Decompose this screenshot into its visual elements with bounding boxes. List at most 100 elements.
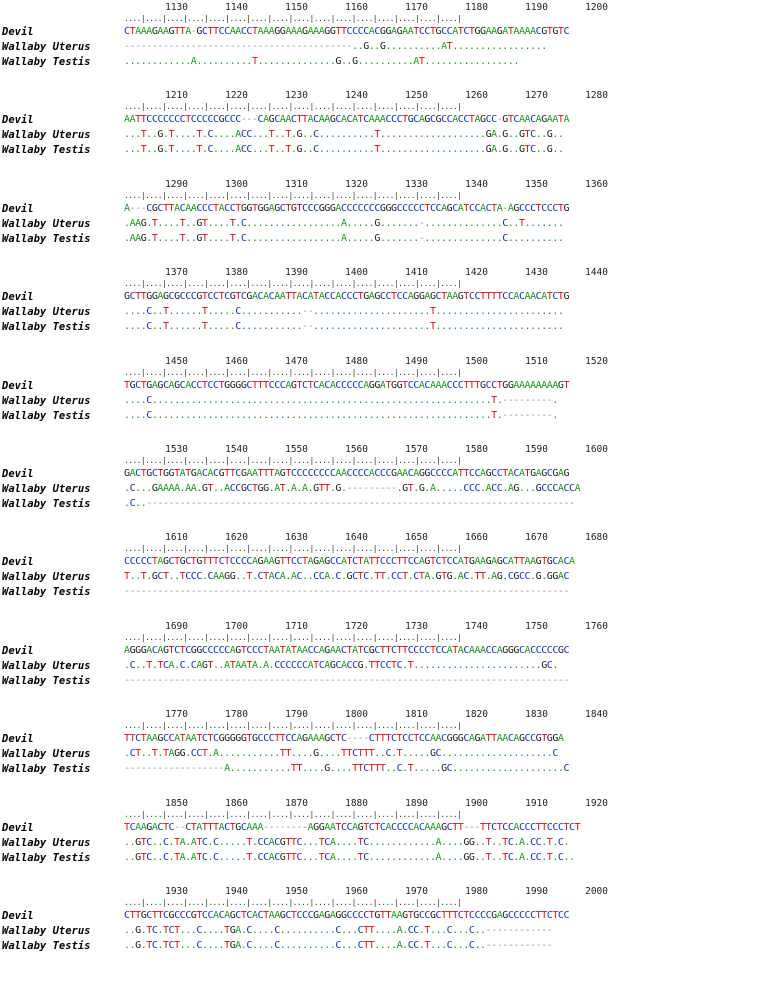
position-tick-label: 1800: [345, 709, 368, 721]
sequence-row: Devil CTAAAGAAGTTA-GCTTCCAACCTAAAGGAAAGAA…: [0, 26, 760, 40]
position-tick-label: 1690: [165, 620, 188, 632]
position-tick-label: 1400: [345, 267, 368, 279]
sequence-label: Wallaby Uterus: [2, 306, 91, 319]
position-tick-label: 1490: [405, 355, 428, 367]
position-ruler-numbers: 1210 1220 1230 1240 1250 1260 1270 1280: [124, 90, 760, 102]
sequence-row: Wallaby Uterus ..GTC..C.TA.ATC.C.....T.CC…: [0, 837, 760, 851]
sequence-label: Wallaby Testis: [2, 940, 91, 952]
sequence-residues: ....C..T......T.....C...........--......…: [124, 306, 564, 318]
alignment-block: 1610 1620 1630 1640 1650 1660 1670 1680 ....|...…: [0, 530, 760, 620]
sequence-row: Wallaby Uterus T..T.GCT..TCCC.CAAGG..T.CT…: [0, 571, 760, 585]
position-tick-label: 2000: [585, 886, 608, 897]
sequence-residues: .CT..T.TAGG.CCT.A...........TT....G....T…: [124, 748, 558, 760]
sequence-residues: CCCCCTAGCTGCTGTTTCTCCCCAGAAGTTCCTAGAGCCA…: [124, 556, 575, 568]
position-tick-label: 1260: [465, 90, 488, 102]
sequence-label: Wallaby Testis: [2, 498, 91, 510]
sequence-residues: .C..T.TCA.C.CAGT..ATAATA.A.CCCCCCATCAGCA…: [124, 659, 558, 671]
alignment-block: 1930 1940 1950 1960 1970 1980 1990 2000 ....|...…: [0, 884, 760, 974]
sequence-row: Wallaby Testis .C..----------------------…: [0, 498, 760, 512]
position-tick-label: 1860: [225, 797, 248, 809]
position-tick-label: 1770: [165, 709, 188, 721]
position-tick-label: 1160: [345, 2, 368, 13]
sequence-row: Wallaby Testis ...T..G.T....T.C....ACC...…: [0, 144, 760, 158]
sequence-row: Wallaby Uterus .AAG.T....T..GT....T.C....…: [0, 218, 760, 232]
sequence-residues: TCAAGACTC--CTATTTACTGCAAA--------AGGAATC…: [124, 821, 581, 833]
position-tick-label: 1520: [585, 355, 608, 367]
sequence-residues: ....C...................................…: [124, 409, 558, 421]
position-tick-label: 1900: [465, 797, 488, 809]
sequence-row: Wallaby Testis ------------------A.......…: [0, 763, 760, 777]
position-ruler-marks: ....|....|....|....|....|....|....|....|…: [124, 456, 462, 465]
position-tick-label: 1590: [525, 444, 548, 455]
position-tick-label: 1730: [405, 620, 428, 632]
position-tick-label: 1390: [285, 267, 308, 279]
sequence-row: Devil AATTCCCCCCCTCCCCCGCCC---CAGCAACTTAC…: [0, 114, 760, 128]
position-tick-label: 1620: [225, 532, 248, 544]
sequence-label: Wallaby Uterus: [2, 217, 91, 230]
position-tick-label: 1740: [465, 620, 488, 632]
sequence-row: Devil CTTGCTTCGCCCGTCCACAGCTCACTAAGCTCCCG…: [0, 910, 760, 924]
position-ruler-marks: ....|....|....|....|....|....|....|....|…: [124, 279, 462, 289]
sequence-label: Wallaby Uterus: [2, 129, 91, 142]
position-ruler-numbers: 1850 1860 1870 1880 1890 1900 1910 1920: [124, 798, 760, 810]
position-ruler-marks: ....|....|....|....|....|....|....|....|…: [124, 190, 462, 200]
sequence-residues: AGGGACAGTCTCGGCCCCCAGTCCCTAATATAACCAGAAC…: [124, 644, 569, 656]
position-tick-label: 1720: [345, 620, 368, 632]
position-tick-label: 1480: [345, 355, 368, 367]
alignment-block: 1290 1300 1310 1320 1330 1340 1350 1360 ....|...…: [0, 177, 760, 267]
sequence-label: Devil: [2, 468, 34, 480]
sequence-row: Wallaby Uterus ..G.TC.TCT...C....TGA.C...…: [0, 925, 760, 939]
position-tick-label: 1710: [285, 620, 308, 632]
sequence-label: Wallaby Uterus: [2, 571, 91, 584]
sequence-label: Devil: [2, 379, 34, 392]
sequence-row: Wallaby Testis ..GTC..C.TA.ATC.C.....T.CC…: [0, 852, 760, 866]
position-tick-label: 1540: [225, 444, 248, 455]
position-tick-label: 1660: [465, 532, 488, 544]
position-tick-label: 1670: [525, 532, 548, 544]
sequence-row: Wallaby Uterus .C..T.TCA.C.CAGT..ATAATA.A…: [0, 660, 760, 674]
position-tick-label: 1500: [465, 355, 488, 367]
position-tick-label: 1140: [225, 2, 248, 13]
position-ruler-numbers: 1930 1940 1950 1960 1970 1980 1990 2000: [124, 886, 760, 898]
position-ruler-marks: ....|....|....|....|....|....|....|....|…: [124, 721, 462, 731]
position-tick-label: 1420: [465, 267, 488, 279]
position-tick-label: 1910: [525, 797, 548, 809]
sequence-residues: ----------------------------------------…: [124, 41, 547, 52]
position-tick-label: 1190: [525, 2, 548, 13]
sequence-row: Devil GCTTGGAGCGCCCGTCCTCGTCGACACAATTACAT…: [0, 291, 760, 305]
position-tick-label: 1820: [465, 709, 488, 721]
sequence-row: Wallaby Uterus ...T..G.T....T.C....ACC...…: [0, 129, 760, 143]
position-ruler-marks: ....|....|....|....|....|....|....|....|…: [124, 102, 462, 112]
sequence-row: Wallaby Uterus .CT..T.TAGG.CCT.A.........…: [0, 748, 760, 762]
sequence-row: Wallaby Uterus .C...GAAAA.AA.GT..ACCGCTGG…: [0, 483, 760, 497]
alignment-block: 1370 1380 1390 1400 1410 1420 1430 1440 ....|...…: [0, 265, 760, 355]
sequence-label: Devil: [2, 556, 34, 569]
sequence-row: Wallaby Testis ....C..T......T.....C.....…: [0, 321, 760, 335]
position-tick-label: 1990: [525, 886, 548, 897]
position-tick-label: 1380: [225, 267, 248, 279]
sequence-residues: A---CGCTTACAACCCTACCTGGTGGAGCTGTCCCGGGAC…: [124, 202, 569, 214]
sequence-row: Devil AGGGACAGTCTCGGCCCCCAGTCCCTAATATAACC…: [0, 645, 760, 659]
position-tick-label: 1210: [165, 90, 188, 102]
position-tick-label: 1780: [225, 709, 248, 721]
position-tick-label: 1470: [285, 355, 308, 367]
position-ruler-marks: ....|....|....|....|....|....|....|....|…: [124, 898, 462, 907]
sequence-row: Devil TGCTGAGCAGCACCTCCTGGGGCTTTCCCAGTCTC…: [0, 380, 760, 394]
position-ruler-numbers: 1610 1620 1630 1640 1650 1660 1670 1680: [124, 532, 760, 544]
sequence-label: Devil: [2, 821, 34, 834]
sequence-row: Wallaby Testis .AAG.T....T..GT....T.C....…: [0, 233, 760, 247]
sequence-residues: ..GTC..C.TA.ATC.C.....T.CCACGTTC...TCA..…: [124, 851, 575, 863]
position-tick-label: 1180: [465, 2, 488, 13]
position-ruler-numbers: 1130 1140 1150 1160 1170 1180 1190 1200: [124, 2, 760, 14]
position-tick-label: 1410: [405, 267, 428, 279]
position-tick-label: 1460: [225, 355, 248, 367]
sequence-residues: CTTGCTTCGCCCGTCCACAGCTCACTAAGCTCCCGAGAGG…: [124, 910, 569, 921]
sequence-residues: ----------------------------------------…: [124, 586, 569, 598]
sequence-label: Wallaby Uterus: [2, 659, 91, 672]
position-tick-label: 1870: [285, 797, 308, 809]
sequence-label: Devil: [2, 291, 34, 304]
sequence-residues: GCTTGGAGCGCCCGTCCTCGTCGACACAATTACATACCAC…: [124, 291, 569, 303]
alignment-block: 1850 1860 1870 1880 1890 1900 1910 1920 ....|...…: [0, 796, 760, 886]
sequence-label: Wallaby Testis: [2, 409, 91, 422]
